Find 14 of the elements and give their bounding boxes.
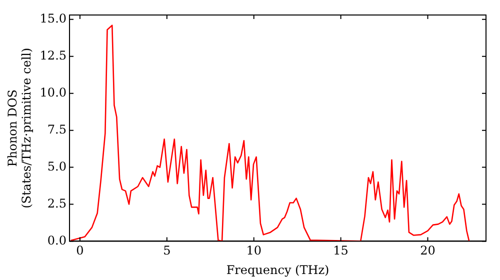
y-tick-label: 15.0 (40, 12, 67, 26)
y-tick-label: 12.5 (40, 48, 67, 63)
y-tick-label: 2.5 (47, 196, 67, 210)
y-tick-label: 10.0 (40, 85, 67, 100)
y-tick-label: 7.5 (47, 122, 67, 136)
x-tick-label: 0 (76, 244, 84, 258)
x-tick-label: 15 (333, 244, 348, 258)
y-axis-title: Phonon DOS (States/THz·primitive cell) (5, 48, 34, 208)
y-tick-label: 5.0 (47, 159, 67, 174)
x-tick-label: 10 (246, 244, 262, 258)
y-tick-label: 0.0 (47, 233, 67, 248)
x-axis-title: Frequency (THz) (226, 262, 330, 277)
x-tick-label: 5 (163, 244, 171, 258)
x-tick-label: 20 (420, 244, 436, 258)
